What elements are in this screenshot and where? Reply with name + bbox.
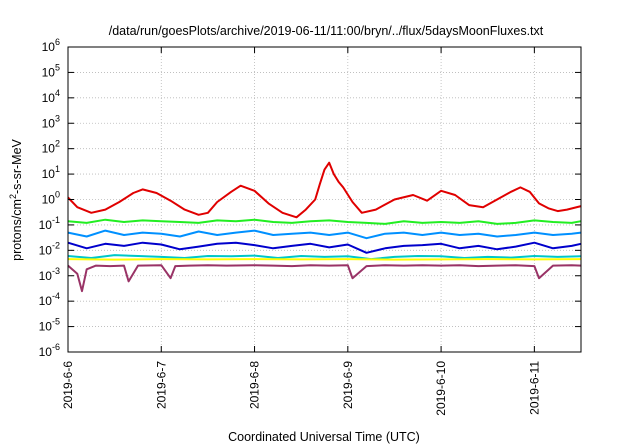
series-line [67, 161, 582, 219]
y-tick-label: 105 [42, 62, 60, 79]
y-tick-label: 10-1 [39, 215, 60, 232]
series-layer [67, 161, 582, 293]
x-tick-label: 2019-6-9 [341, 361, 355, 409]
series-line [67, 229, 582, 240]
y-tick-label: 10-6 [39, 342, 60, 359]
series-line [67, 264, 582, 293]
x-axis-label: Coordinated Universal Time (UTC) [228, 430, 420, 444]
series-line [67, 218, 582, 225]
y-tick-label: 10-2 [39, 240, 60, 257]
y-axis-label-sup: 2 [8, 194, 18, 199]
chart-title: /data/run/goesPlots/archive/2019-06-11/1… [109, 24, 544, 38]
y-axis-label: protons/cm2-s-sr-MeV [8, 138, 24, 260]
x-tick-label: 2019-6-8 [248, 361, 262, 409]
y-tick-label: 10-3 [39, 266, 60, 283]
series-line [67, 241, 582, 254]
y-axis: 10-6 10-5 10-4 10-3 10-2 10-1 100 101 102 103 104 1… [39, 37, 581, 359]
series-line [67, 254, 582, 261]
x-axis: 2019-6-6 2019-6-7 2019-6-8 2019-6-9 2019-6-1… [61, 47, 541, 416]
x-tick-label: 2019-6-11 [527, 361, 541, 415]
series-line [67, 258, 582, 261]
y-tick-label: 100 [42, 190, 60, 207]
y-tick-label: 103 [42, 113, 60, 130]
grid [68, 47, 581, 352]
y-axis-label-prefix: protons/cm [10, 199, 24, 261]
y-tick-label: 10-5 [39, 317, 60, 334]
y-tick-label: 106 [42, 37, 60, 54]
y-axis-label-suffix: -s-sr-MeV [10, 138, 24, 194]
plot-frame [67, 46, 582, 353]
x-tick-label: 2019-6-10 [434, 361, 448, 416]
x-tick-label: 2019-6-6 [61, 361, 75, 409]
y-tick-label: 101 [42, 164, 60, 181]
y-tick-label: 102 [42, 139, 60, 156]
y-tick-label: 10-4 [39, 291, 60, 308]
x-tick-label: 2019-6-7 [154, 361, 168, 409]
y-tick-label: 104 [42, 88, 60, 105]
